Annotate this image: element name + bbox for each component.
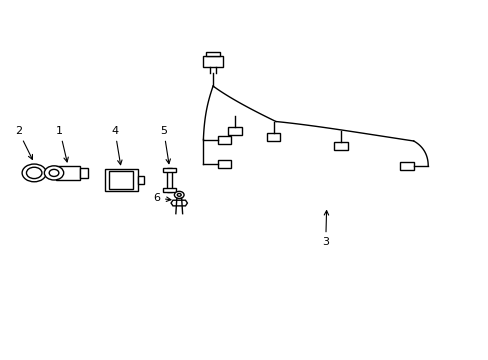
- Bar: [138, 176, 143, 184]
- Bar: [104, 168, 138, 192]
- Text: 6: 6: [153, 193, 170, 203]
- Bar: [334, 142, 347, 150]
- Bar: [227, 127, 241, 135]
- Circle shape: [44, 166, 63, 180]
- Bar: [109, 171, 133, 189]
- Circle shape: [174, 192, 183, 198]
- Circle shape: [22, 164, 46, 182]
- Circle shape: [26, 167, 42, 179]
- Bar: [266, 133, 280, 141]
- Text: 1: 1: [56, 126, 68, 162]
- Text: 3: 3: [322, 211, 328, 247]
- Text: 5: 5: [160, 126, 170, 164]
- Bar: [203, 56, 223, 67]
- Bar: [163, 168, 176, 172]
- Bar: [166, 168, 172, 192]
- Bar: [80, 168, 88, 177]
- Bar: [163, 188, 176, 192]
- Bar: [218, 160, 231, 168]
- Circle shape: [49, 169, 59, 176]
- Bar: [218, 136, 231, 144]
- Polygon shape: [171, 200, 187, 206]
- Bar: [205, 52, 220, 56]
- Circle shape: [177, 193, 181, 196]
- Text: 2: 2: [15, 126, 32, 159]
- Text: 4: 4: [111, 126, 122, 165]
- Bar: [399, 162, 413, 170]
- Bar: [56, 166, 80, 180]
